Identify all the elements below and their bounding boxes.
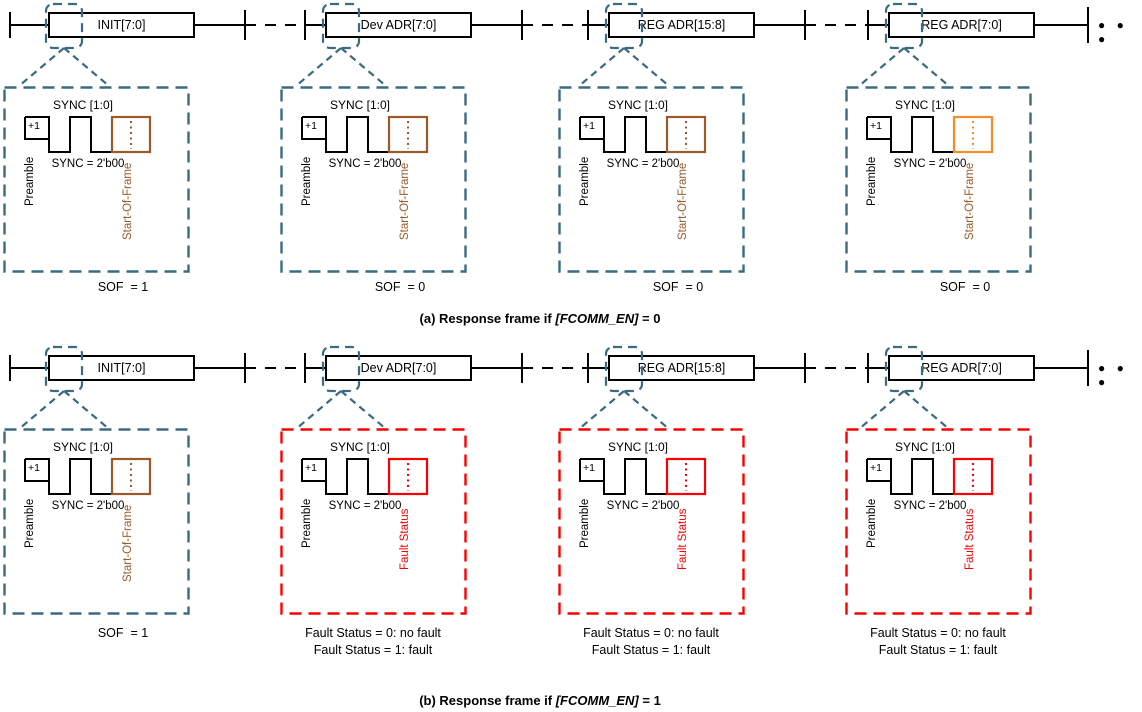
caption-register-ref: [FCOMM_EN] <box>555 311 639 326</box>
frame-init: INIT[7:0] <box>48 12 195 38</box>
plus-one-label: +1 <box>870 462 882 474</box>
caption-text: (b) Response frame if <box>419 693 556 708</box>
fault-status-label: Fault Status <box>964 508 976 570</box>
start-of-frame-label: Start-Of-Frame <box>964 162 976 240</box>
sync-value-label: SYNC = 2'b00 <box>328 158 402 170</box>
frame-init: INIT[7:0] <box>48 355 195 381</box>
sync-value-label: SYNC = 2'b00 <box>328 500 402 512</box>
preamble-label: Preamble <box>866 498 878 548</box>
sof-caption: SOF = 0 <box>374 280 426 294</box>
start-of-frame-label: Start-Of-Frame <box>122 504 134 582</box>
plus-one-label: +1 <box>870 120 882 132</box>
sync-value-label: SYNC = 2'b00 <box>606 500 680 512</box>
frame-reg-adr-lo: REG ADR[7:0] <box>888 12 1035 38</box>
start-of-frame-label: Start-Of-Frame <box>677 162 689 240</box>
sof-caption: SOF = 1 <box>97 280 149 294</box>
fault-caption-line2: Fault Status = 1: fault <box>313 643 433 657</box>
detail-panel-a1: SYNC [1:0] +1 SYNC = 2'b00 Preamble Star… <box>280 86 467 294</box>
detail-panel-b3: SYNC [1:0] +1 SYNC = 2'b00 Preamble Faul… <box>845 428 1032 657</box>
frame-reg-adr-hi: REG ADR[15:8] <box>608 12 755 38</box>
sof-caption: SOF = 0 <box>652 280 704 294</box>
preamble-label: Preamble <box>866 156 878 206</box>
preamble-label: Preamble <box>24 498 36 548</box>
fault-caption-line1: Fault Status = 0: no fault <box>583 626 719 640</box>
start-of-frame-label: Start-Of-Frame <box>122 162 134 240</box>
fault-caption-line2: Fault Status = 1: fault <box>878 643 998 657</box>
sof-caption: SOF = 1 <box>97 626 149 640</box>
caption-text: (a) Response frame if <box>419 311 556 326</box>
frame-reg-adr-hi: REG ADR[15:8] <box>608 355 755 381</box>
fault-status-label: Fault Status <box>677 508 689 570</box>
sync-value-label: SYNC = 2'b00 <box>51 500 125 512</box>
sync-label: SYNC [1:0] <box>52 98 114 112</box>
preamble-label: Preamble <box>301 498 313 548</box>
ellipsis-icon: ● ● ● <box>1098 361 1128 389</box>
plus-one-label: +1 <box>28 120 40 132</box>
preamble-label: Preamble <box>24 156 36 206</box>
sof-caption: SOF = 0 <box>939 280 991 294</box>
frame-dev-adr: Dev ADR[7:0] <box>325 355 472 381</box>
caption-value: = 1 <box>638 693 661 708</box>
preamble-label: Preamble <box>301 156 313 206</box>
detail-panel-b1: SYNC [1:0] +1 SYNC = 2'b00 Preamble Faul… <box>280 428 467 657</box>
sync-label: SYNC [1:0] <box>894 98 956 112</box>
caption-row-a: (a) Response frame if [FCOMM_EN] = 0 <box>240 311 840 326</box>
sync-value-label: SYNC = 2'b00 <box>51 158 125 170</box>
plus-one-label: +1 <box>28 462 40 474</box>
start-of-frame-label: Start-Of-Frame <box>399 162 411 240</box>
sync-label: SYNC [1:0] <box>329 440 391 454</box>
plus-one-label: +1 <box>583 120 595 132</box>
sync-label: SYNC [1:0] <box>607 98 669 112</box>
fault-status-label: Fault Status <box>399 508 411 570</box>
sync-label: SYNC [1:0] <box>52 440 114 454</box>
caption-row-b: (b) Response frame if [FCOMM_EN] = 1 <box>240 693 840 708</box>
fault-caption-line2: Fault Status = 1: fault <box>591 643 711 657</box>
sync-label: SYNC [1:0] <box>329 98 391 112</box>
detail-panel-a0: SYNC [1:0] +1 SYNC = 2'b00 Preamble Star… <box>3 86 190 294</box>
detail-panel-a2: SYNC [1:0] +1 SYNC = 2'b00 Preamble Star… <box>558 86 745 294</box>
ellipsis-icon: ● ● ● <box>1098 18 1128 46</box>
preamble-label: Preamble <box>579 498 591 548</box>
caption-value: = 0 <box>638 311 661 326</box>
sync-value-label: SYNC = 2'b00 <box>606 158 680 170</box>
sync-label: SYNC [1:0] <box>607 440 669 454</box>
frame-dev-adr: Dev ADR[7:0] <box>325 12 472 38</box>
plus-one-label: +1 <box>305 120 317 132</box>
sync-value-label: SYNC = 2'b00 <box>893 158 967 170</box>
caption-register-ref: [FCOMM_EN] <box>555 693 639 708</box>
preamble-label: Preamble <box>579 156 591 206</box>
timeline-art-b <box>9 345 1089 431</box>
sync-value-label: SYNC = 2'b00 <box>893 500 967 512</box>
fault-caption-line1: Fault Status = 0: no fault <box>870 626 1006 640</box>
detail-panel-a3: SYNC [1:0] +1 SYNC = 2'b00 Preamble Star… <box>845 86 1032 294</box>
frame-reg-adr-lo: REG ADR[7:0] <box>888 355 1035 381</box>
fault-caption-line1: Fault Status = 0: no fault <box>305 626 441 640</box>
sync-label: SYNC [1:0] <box>894 440 956 454</box>
detail-panel-b0: SYNC [1:0] +1 SYNC = 2'b00 Preamble Star… <box>3 428 190 640</box>
detail-panel-b2: SYNC [1:0] +1 SYNC = 2'b00 Preamble Faul… <box>558 428 745 657</box>
plus-one-label: +1 <box>305 462 317 474</box>
plus-one-label: +1 <box>583 462 595 474</box>
